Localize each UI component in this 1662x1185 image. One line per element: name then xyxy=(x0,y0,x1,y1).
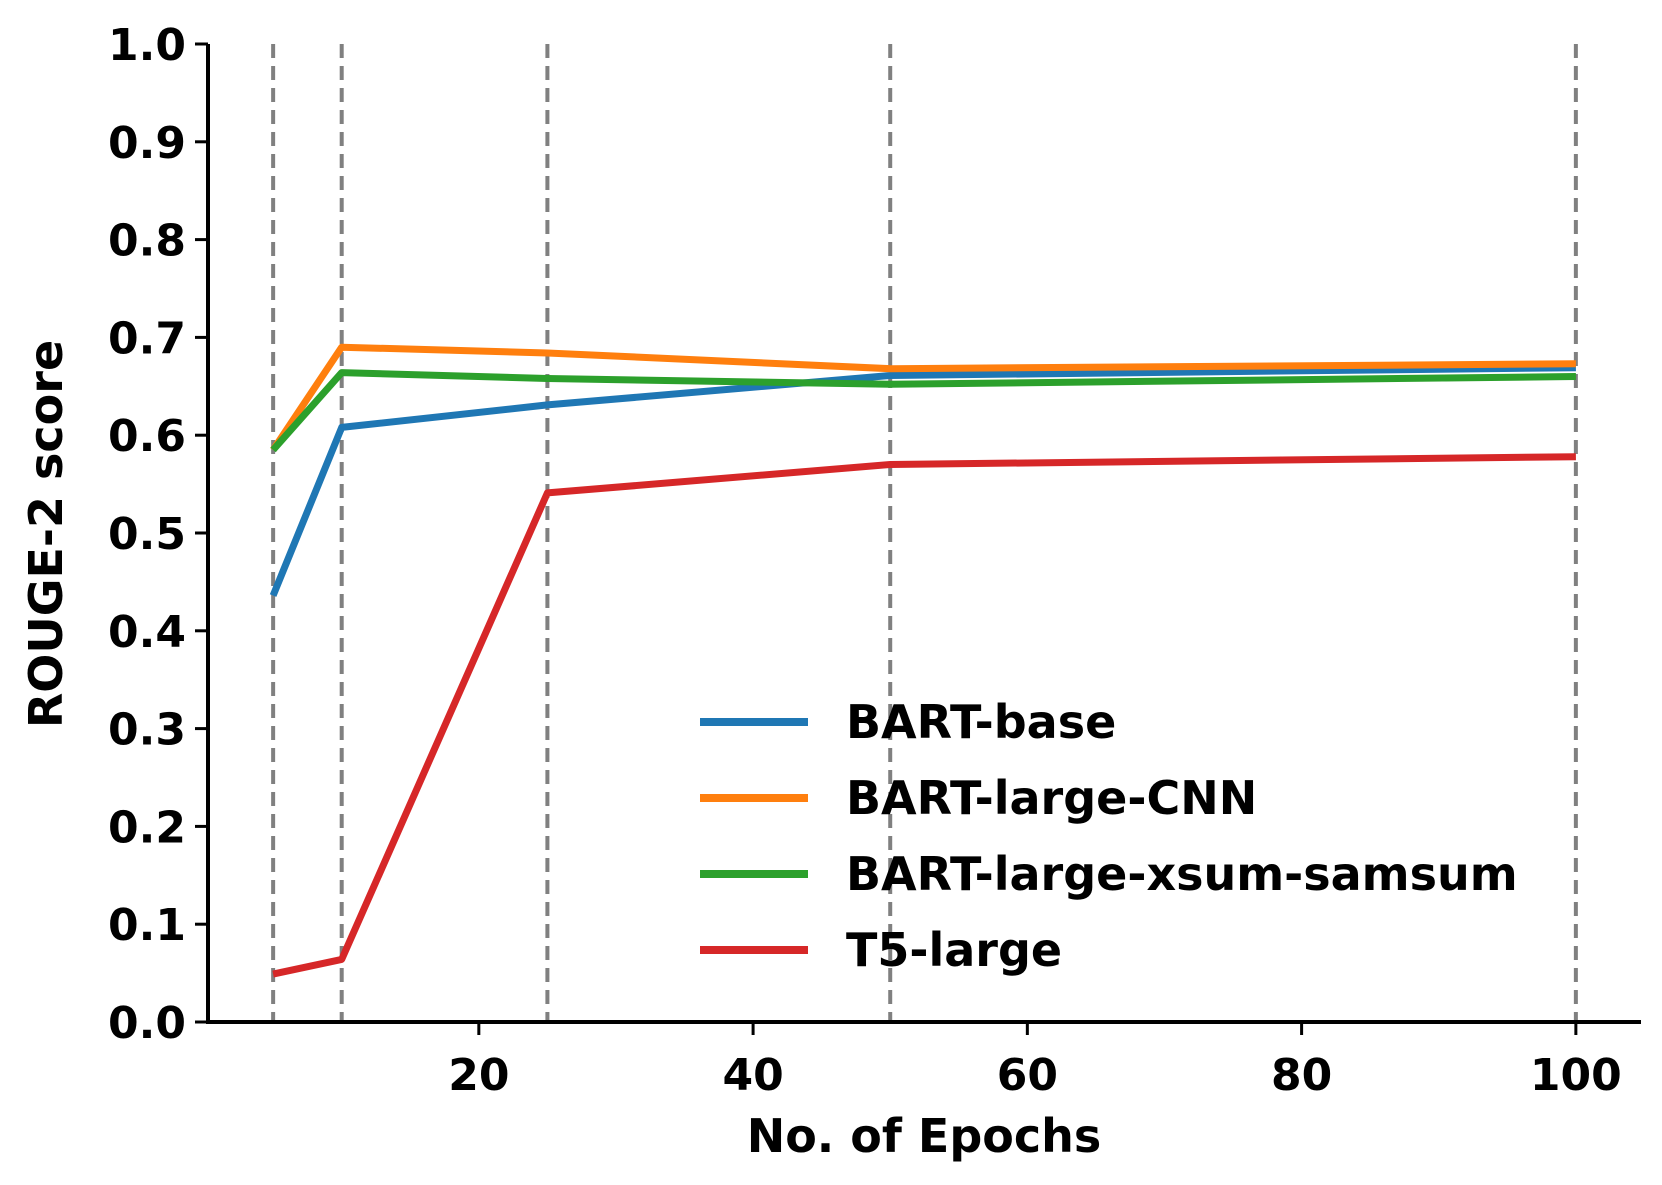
series-line-t5-large xyxy=(272,453,1576,978)
x-ticks: 20 40 60 80 100 xyxy=(448,1022,1622,1101)
y-tick-label: 0.3 xyxy=(108,705,186,756)
series-line-bart-large-cnn xyxy=(270,343,1576,452)
y-axis-label: ROUGE-2 score xyxy=(19,340,73,728)
y-tick-label: 0.7 xyxy=(108,313,186,364)
y-tick-label: 0.4 xyxy=(108,607,186,658)
series-line-bart-base xyxy=(269,364,1576,597)
y-tick-label: 0.5 xyxy=(108,509,186,560)
y-tick-label: 0.8 xyxy=(108,216,186,267)
y-tick-label: 0.1 xyxy=(108,900,186,951)
legend-label: T5-large xyxy=(846,923,1062,977)
y-tick-label: 0.2 xyxy=(108,802,186,853)
y-ticks: 0.0 0.1 0.2 0.3 0.4 0.5 0.6 0.7 0.8 0.9 1.0 xyxy=(108,20,208,1049)
legend-label: BART-large-CNN xyxy=(846,771,1257,825)
legend-label: BART-base xyxy=(846,695,1116,749)
x-tick-label: 100 xyxy=(1530,1050,1622,1101)
x-tick-label: 60 xyxy=(997,1050,1058,1101)
x-axis-label: No. of Epochs xyxy=(747,1109,1102,1163)
y-tick-label: 0.0 xyxy=(108,998,186,1049)
y-tick-label: 0.9 xyxy=(108,118,186,169)
reference-lines xyxy=(271,44,1578,1022)
x-tick-label: 40 xyxy=(722,1050,783,1101)
data-series xyxy=(269,343,1576,978)
x-tick-label: 80 xyxy=(1271,1050,1332,1101)
legend: BART-base BART-large-CNN BART-large-xsum-s… xyxy=(700,695,1518,977)
series-line-bart-large-xsum-samsum xyxy=(270,369,1576,453)
y-tick-label: 0.6 xyxy=(108,411,186,462)
legend-label: BART-large-xsum-samsum xyxy=(846,847,1518,901)
y-tick-label: 1.0 xyxy=(108,20,186,71)
x-tick-label: 20 xyxy=(448,1050,509,1101)
